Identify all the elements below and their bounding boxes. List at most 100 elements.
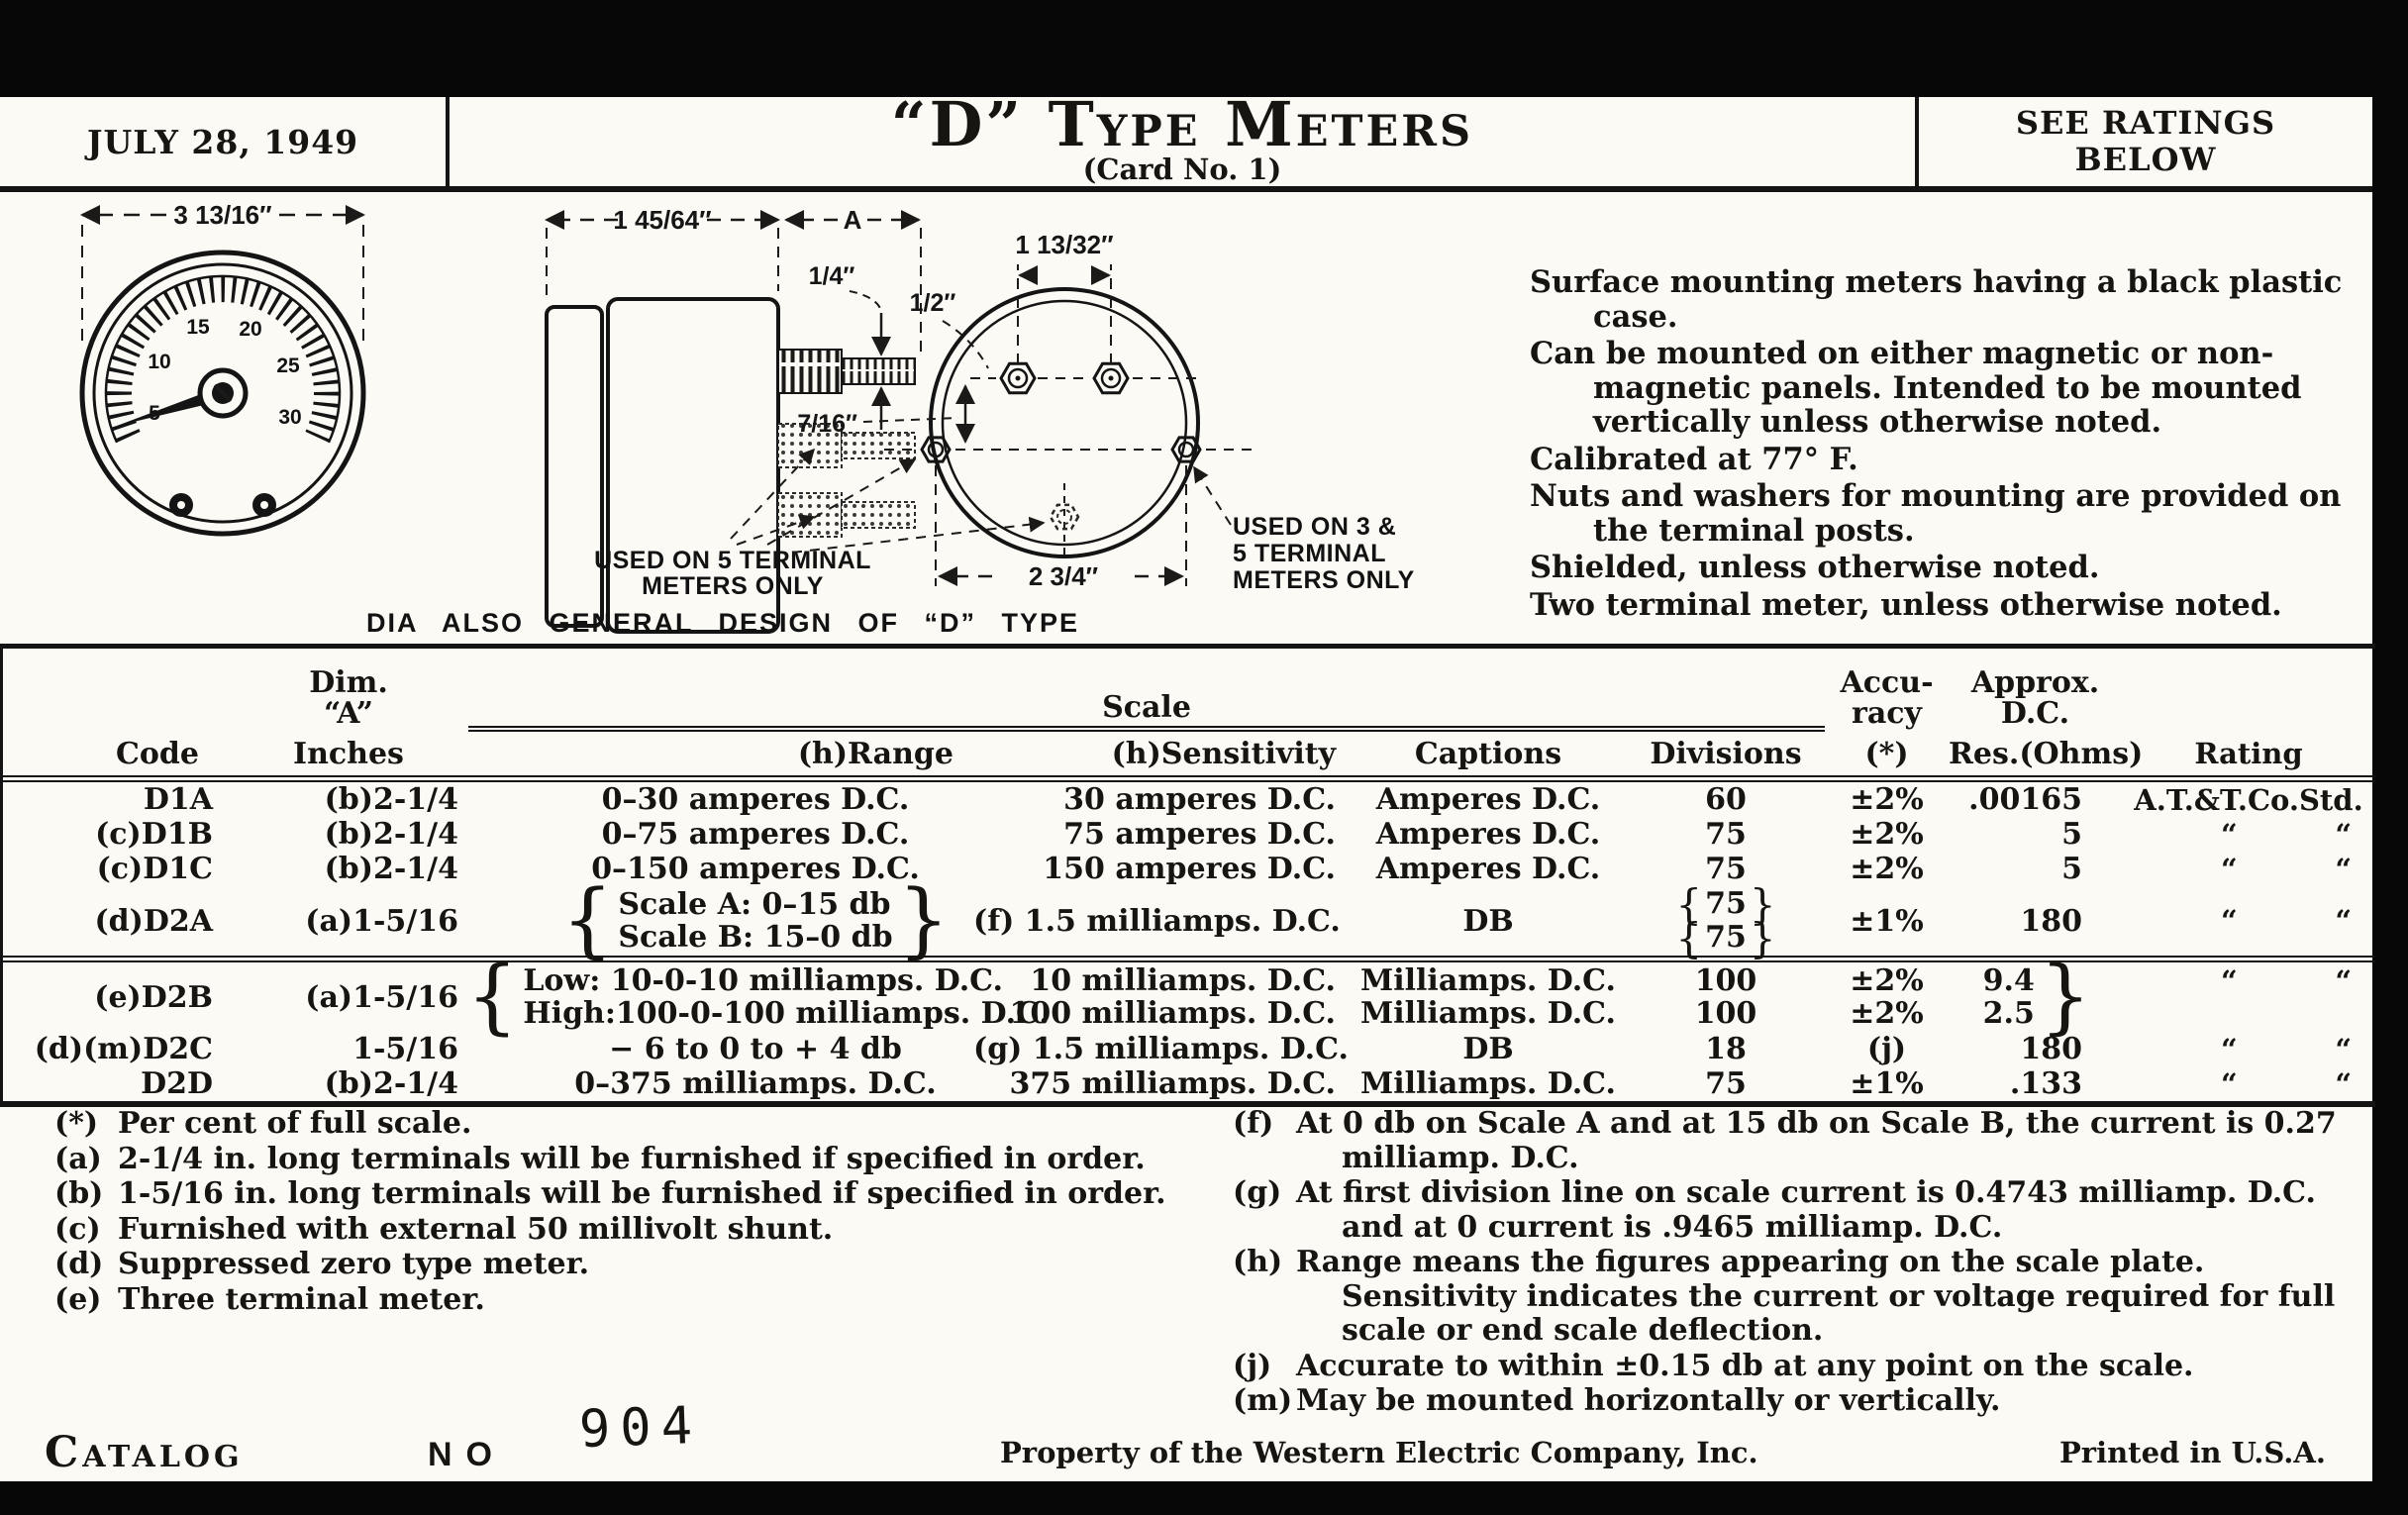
catalog-number: 904	[577, 1395, 703, 1461]
table-top-rule	[3, 644, 2375, 649]
table-bottom-rule	[3, 1101, 2375, 1107]
cell-captions: DB	[1462, 903, 1514, 939]
card-number: (Card No. 1)	[1082, 152, 1282, 186]
ditto-mark: “	[2221, 904, 2238, 938]
footnote-key: (m)	[1233, 1383, 1293, 1418]
table-header-lower: Code Inches (h)Range (h)Sensitivity Capt…	[3, 732, 2375, 775]
description-block: Surface mounting meters having a black p…	[1530, 265, 2396, 625]
divisions-line2: 75	[1705, 920, 1747, 955]
cell-range: 0–375 milliamps. D.C.	[574, 1066, 937, 1101]
label-3-5-terminal-line3: METERS ONLY	[1233, 566, 1415, 594]
dial-number: 15	[186, 316, 210, 339]
range-scale-a: Scale A: 0–15 db	[618, 887, 891, 922]
brace-right: }	[897, 873, 950, 967]
ditto-mark: “	[2221, 852, 2238, 886]
cell-sensitivity: (f) 1.5 milliamps. D.C.	[973, 903, 1341, 939]
back-top-dimension: 1 13/32″	[1015, 230, 1113, 259]
cell-code: (d)(m)D2C	[34, 1032, 213, 1066]
dial-number: 20	[239, 318, 261, 341]
header-captions: Captions	[1414, 736, 1562, 771]
cell-dim: (a)1-5/16	[305, 903, 458, 939]
meter-front-view-drawing: 3 13/16″ 5 10 15 20 25 30	[79, 200, 366, 537]
footer: Catalog NO 904 Property of the Western E…	[0, 1396, 2372, 1481]
divisions-line1: 100	[1694, 963, 1757, 998]
cell-accuracy: ±1%	[1850, 1066, 1924, 1101]
cell-rating-ditto: “ “	[2122, 904, 2375, 938]
footnote-key: (j)	[1233, 1348, 1272, 1383]
description-paragraph: Surface mounting meters having a black p…	[1530, 264, 2343, 335]
header-dim: Dim. “A”	[229, 667, 468, 732]
cell-divisions: 100 100	[1627, 964, 1825, 1030]
cell-captions: Amperes D.C.	[1375, 817, 1601, 852]
drawing-caption: DIA ALSO GENERAL DESIGN OF “D” TYPE	[366, 608, 1079, 638]
range-low: Low: 10-0-10 milliamps. D.C.	[523, 963, 1003, 998]
footnote: (*) Per cent of full scale.	[54, 1106, 1188, 1142]
cell-divisions: 18	[1705, 1032, 1747, 1066]
side-a-dimension: A	[844, 205, 862, 235]
table-row-d1c: (c)D1C (b)2-1/4 0–150 amperes D.C. 150 a…	[3, 852, 2375, 886]
footnote-key: (a)	[54, 1141, 102, 1176]
cell-sensitivity: (g) 1.5 milliamps. D.C.	[973, 1032, 1349, 1066]
footnote: (d) Suppressed zero type meter.	[54, 1247, 1188, 1282]
cell-divisions: 60	[1705, 782, 1747, 817]
table-row-d2d: D2D (b)2-1/4 0–375 milliamps. D.C. 375 m…	[3, 1066, 2375, 1101]
table-row-d1a: D1A (b)2-1/4 0–30 amperes D.C. 30 ampere…	[3, 782, 2375, 817]
ditto-mark: “	[2221, 817, 2238, 852]
cell-captions: Milliamps. D.C. Milliamps. D.C.	[1350, 964, 1627, 1030]
ditto-mark: “	[2335, 852, 2352, 886]
table-header-upper: Dim. “A” Scale Accu- racy Approx. D.C.	[3, 649, 2375, 732]
table-group-rule	[3, 956, 2375, 962]
header-accuracy-star: (*)	[1864, 736, 1909, 771]
header-range: (h)Range	[797, 736, 953, 771]
dial-number: 30	[278, 406, 301, 429]
cell-accuracy: ±2%	[1850, 817, 1924, 852]
front-width-dimension: 3 13/16″	[173, 200, 271, 230]
sensitivity-low: 10 milliamps. D.C.	[1030, 963, 1336, 998]
cell-rating-ditto: “ “	[2122, 962, 2375, 998]
accuracy-line2: ±2%	[1850, 996, 1924, 1031]
footnote: (h) Range means the figures appearing on…	[1233, 1245, 2371, 1349]
footnote: (m) May be mounted horizontally or verti…	[1233, 1383, 2371, 1419]
cell-range: { Scale A: 0–15 db Scale B: 15–0 db }	[468, 873, 973, 967]
cell-sensitivity: 375 milliamps. D.C.	[1009, 1066, 1336, 1101]
footnote: (b) 1-5/16 in. long terminals will be fu…	[54, 1176, 1188, 1212]
footnote-text: 2-1/4 in. long terminals will be furnish…	[118, 1141, 1146, 1176]
brace-left: {	[1675, 914, 1703, 962]
table-row-d2a: (d)D2A (a)1-5/16 { Scale A: 0–15 db Scal…	[3, 873, 2375, 967]
ditto-mark: “	[2335, 964, 2352, 998]
cell-sensitivity: 10 milliamps. D.C. 100 milliamps. D.C.	[973, 964, 1350, 1030]
cell-rating-ditto: “ “	[2122, 1033, 2375, 1066]
ditto-mark: “	[2335, 817, 2352, 852]
catalog-no-label: NO	[428, 1436, 506, 1473]
cell-range: − 6 to 0 to + 4 db	[609, 1032, 902, 1066]
header-accuracy-line1: Accu-	[1840, 665, 1934, 700]
ditto-mark: “	[2335, 1032, 2352, 1066]
cell-code: (c)D1B	[95, 817, 213, 852]
header-code: Code	[116, 736, 199, 771]
footnote: (e) Three terminal meter.	[54, 1282, 1188, 1318]
cell-dim: (b)2-1/4	[324, 852, 458, 886]
cell-captions: Amperes D.C.	[1375, 852, 1601, 886]
cell-resistance: 180	[2020, 1032, 2082, 1066]
page-title: “D” Type Meters	[890, 88, 1474, 160]
footnote-key: (f)	[1233, 1106, 1274, 1141]
side-depth-dimension: 1 45/64″	[613, 205, 711, 235]
footnote: (g) At first division line on scale curr…	[1233, 1175, 2371, 1245]
cell-dim: (b)2-1/4	[324, 1066, 458, 1101]
header-resistance: Approx. D.C.	[1949, 667, 2122, 732]
description-paragraph: Can be mounted on either magnetic or non…	[1530, 336, 2302, 440]
footnote-key: (g)	[1233, 1175, 1282, 1210]
footnote-text: Suppressed zero type meter.	[118, 1247, 590, 1281]
back-half-dimension: 1/2″	[910, 289, 956, 317]
cell-accuracy: ±2%	[1850, 782, 1924, 817]
divisions-line2: 100	[1694, 996, 1757, 1031]
printed-note: Printed in U.S.A.	[2059, 1436, 2326, 1469]
description-paragraph: Nuts and washers for mounting are provid…	[1530, 478, 2342, 549]
footnote-key: (c)	[54, 1211, 101, 1247]
brace-right: }	[2039, 950, 2091, 1044]
cell-range: 0–30 amperes D.C.	[601, 782, 910, 817]
cell-dim: (b)2-1/4	[324, 782, 458, 817]
table-row-d2c: (d)(m)D2C 1-5/16 − 6 to 0 to + 4 db (g) …	[3, 1032, 2375, 1066]
side-quarter-dimension: 1/4″	[809, 262, 855, 290]
cell-resistance: .133	[2009, 1066, 2082, 1101]
